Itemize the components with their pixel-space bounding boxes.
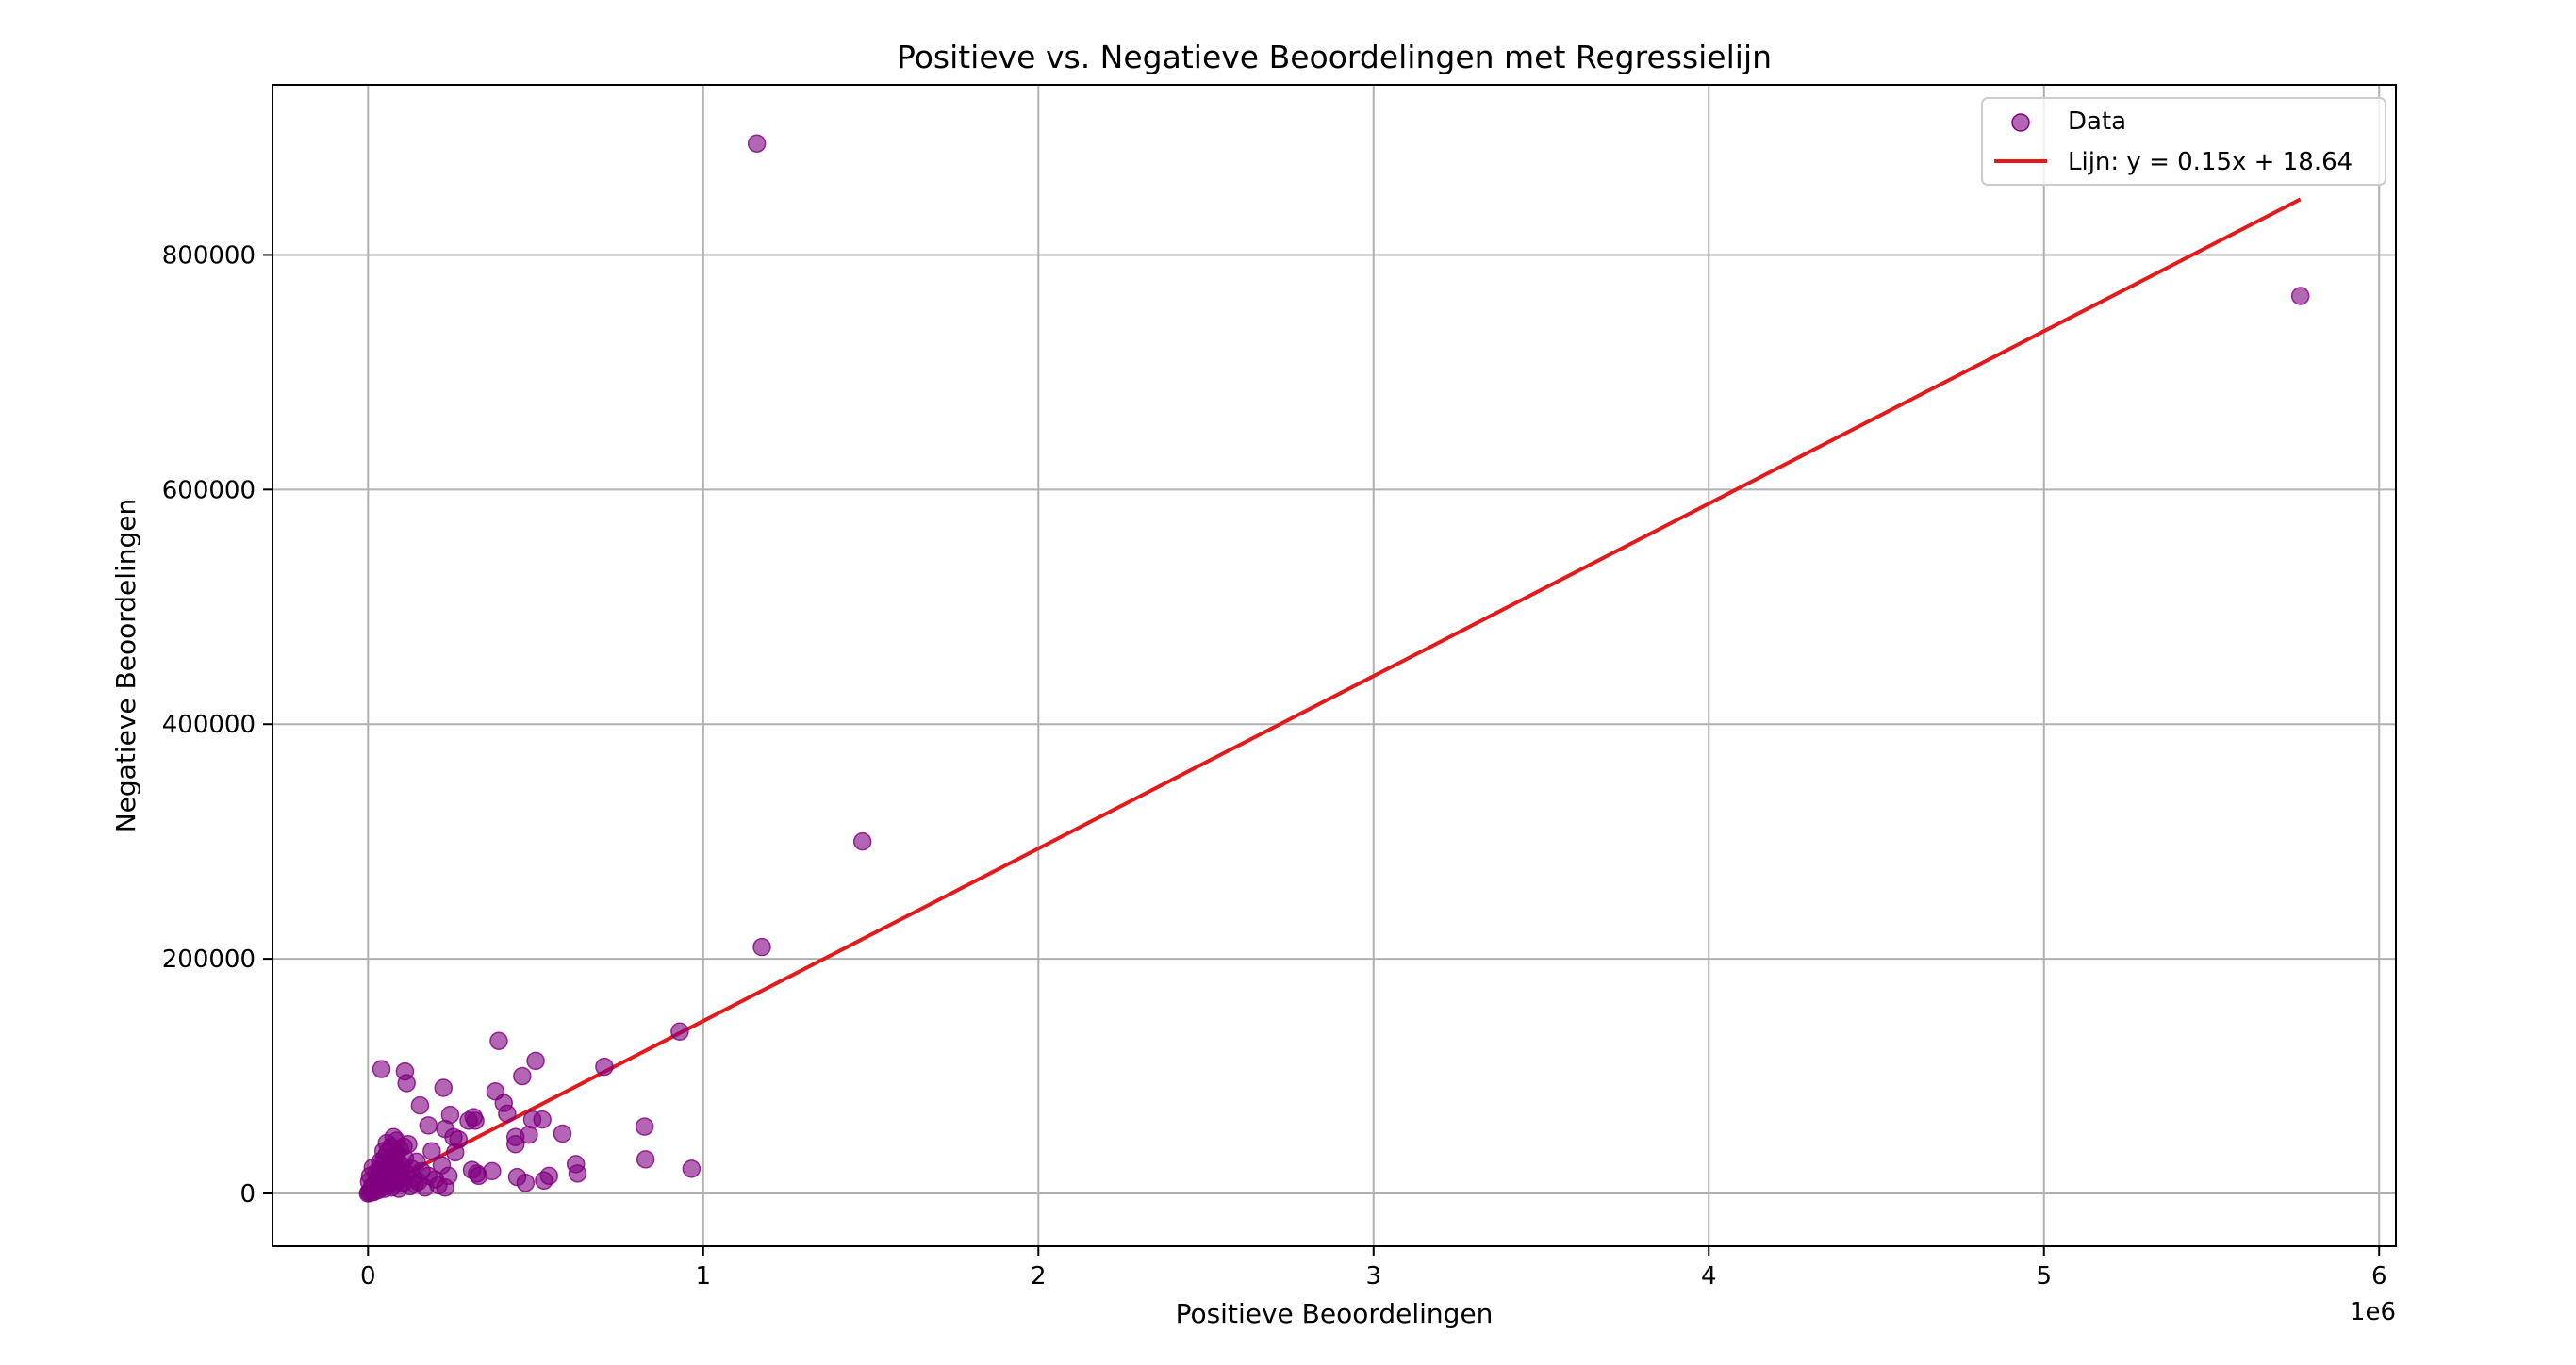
data-point <box>483 1161 502 1181</box>
data-point <box>390 1160 410 1179</box>
grid <box>272 85 2396 1246</box>
plot-frame <box>272 84 2397 1247</box>
data-point <box>682 1159 702 1178</box>
y-tick-label: 800000 <box>162 241 256 270</box>
data-point <box>498 1104 517 1124</box>
regression-line <box>367 197 2302 1195</box>
x-tick-label: 4 <box>1701 1262 1717 1291</box>
scatter-points <box>358 134 2310 1203</box>
data-point <box>489 1031 508 1050</box>
chart-title: Positieve vs. Negatieve Beoordelingen me… <box>897 39 1772 75</box>
data-point <box>372 1060 391 1078</box>
data-point <box>419 1116 438 1135</box>
legend: Data Lijn: y = 0.15x + 18.64 <box>1981 97 2386 186</box>
x-tick-label: 0 <box>360 1262 376 1291</box>
data-point <box>533 1110 552 1129</box>
data-point <box>397 1074 416 1093</box>
data-point <box>505 1134 525 1154</box>
data-point <box>852 831 872 851</box>
x-axis-multiplier: 1e6 <box>2350 1298 2396 1326</box>
y-tick-label: 600000 <box>162 476 256 504</box>
data-point <box>670 1022 689 1042</box>
x-tick-label: 2 <box>1031 1262 1047 1291</box>
data-point <box>466 1111 485 1130</box>
legend-label-data: Data <box>2068 107 2126 136</box>
data-point <box>516 1174 536 1192</box>
data-point <box>438 1166 458 1186</box>
regression-line-layer <box>367 197 2302 1195</box>
data-point <box>2290 287 2310 305</box>
legend-marker-data <box>2011 113 2030 132</box>
x-axis-ticks: 0 1 2 3 4 5 6 <box>360 1246 2386 1291</box>
data-point <box>636 1150 655 1169</box>
data-point <box>434 1078 454 1097</box>
y-axis-ticks: 0 200000 400000 600000 800000 <box>162 241 272 1209</box>
data-point <box>526 1051 545 1071</box>
data-point <box>539 1166 559 1186</box>
x-tick-label: 5 <box>2036 1262 2052 1291</box>
x-tick-label: 1 <box>696 1262 712 1291</box>
y-tick-label: 200000 <box>162 946 256 974</box>
data-point <box>422 1142 441 1160</box>
data-point <box>568 1164 587 1183</box>
data-point <box>595 1057 614 1077</box>
data-point <box>449 1130 469 1149</box>
data-point <box>520 1126 538 1144</box>
x-axis-label: Positieve Beoordelingen <box>1176 1298 1494 1329</box>
x-tick-label: 3 <box>1365 1262 1381 1291</box>
legend-box <box>1981 97 2386 186</box>
data-point <box>513 1066 532 1086</box>
data-point <box>635 1117 654 1136</box>
data-point <box>747 134 767 153</box>
y-axis-label: Negatieve Beoordelingen <box>110 499 141 833</box>
data-point <box>410 1095 430 1115</box>
legend-label-line: Lijn: y = 0.15x + 18.64 <box>2068 148 2353 176</box>
y-tick-label: 0 <box>239 1180 256 1209</box>
data-point <box>752 937 771 957</box>
data-point <box>440 1105 460 1125</box>
y-tick-label: 400000 <box>162 711 256 739</box>
data-point <box>553 1124 572 1143</box>
x-tick-label: 6 <box>2371 1262 2387 1291</box>
data-point <box>394 1137 413 1156</box>
